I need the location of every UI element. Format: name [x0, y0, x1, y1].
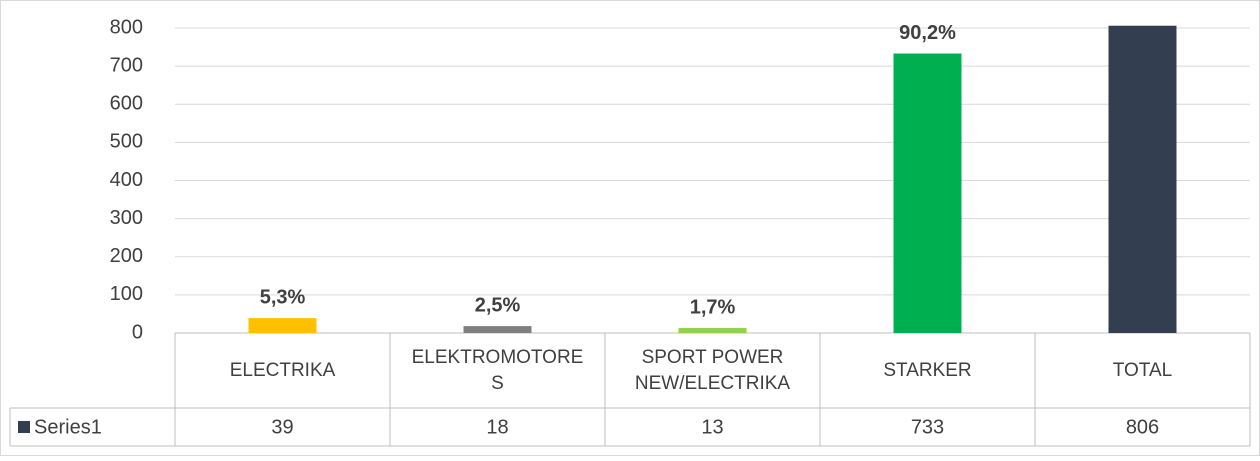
x-tick-label: TOTAL	[1112, 359, 1173, 381]
y-tick-label: 600	[110, 93, 143, 115]
y-tick-label: 100	[110, 283, 143, 305]
table-value: 733	[911, 416, 944, 438]
data-label: 90,2%	[899, 22, 956, 44]
bar	[1108, 25, 1177, 334]
x-tick-label-box: SPORT POWER NEW/ELECTRIKA	[634, 346, 791, 394]
table-value: 806	[1126, 416, 1159, 438]
table-value: 18	[486, 416, 508, 438]
x-tick-label-box: ELEKTROMOTORES	[411, 346, 584, 394]
bar	[678, 328, 747, 333]
data-label: 5,3%	[260, 286, 306, 308]
data-label: 2,5%	[475, 294, 521, 316]
table-value: 13	[701, 416, 723, 438]
x-tick-label-box: STARKER	[883, 359, 972, 381]
x-tick-label: ELEKTROMOTORES	[411, 346, 584, 394]
x-tick-label: SPORT POWER NEW/ELECTRIKA	[634, 346, 791, 394]
bar	[463, 326, 532, 333]
y-tick-label: 200	[110, 245, 143, 267]
bar	[248, 318, 317, 333]
y-tick-label: 300	[110, 207, 143, 229]
x-tick-label-box: TOTAL	[1112, 359, 1173, 381]
data-label: 1,7%	[690, 296, 736, 318]
y-tick-label: 700	[110, 54, 143, 76]
legend-label: Series1	[34, 416, 102, 438]
x-tick-label: STARKER	[883, 359, 972, 381]
y-tick-label: 500	[110, 131, 143, 153]
y-tick-label: 800	[110, 16, 143, 38]
x-tick-label: ELECTRIKA	[229, 359, 336, 381]
x-tick-label-box: ELECTRIKA	[229, 359, 336, 381]
table-value: 39	[271, 416, 293, 438]
legend-key	[18, 421, 30, 433]
y-tick-label: 400	[110, 169, 143, 191]
bar	[893, 53, 962, 333]
y-tick-label: 0	[132, 321, 143, 343]
